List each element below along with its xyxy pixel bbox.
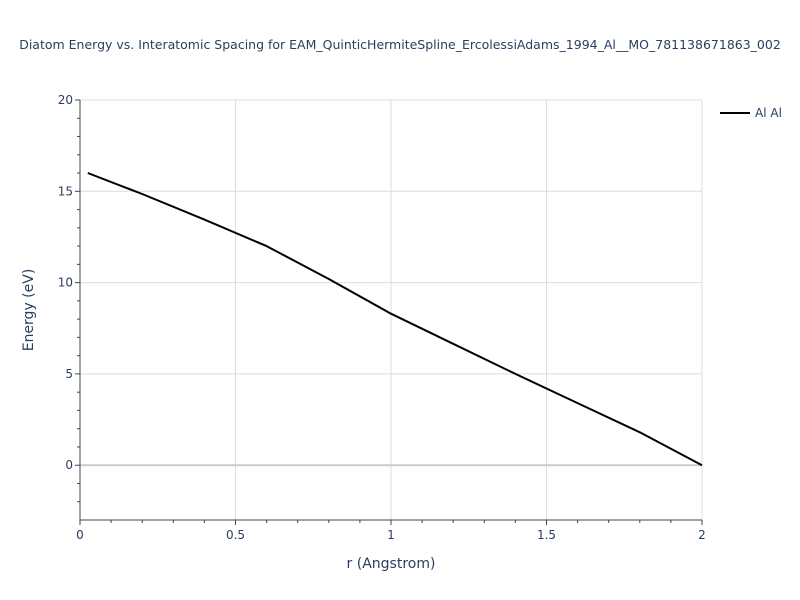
x-tick-label: 2 bbox=[698, 528, 706, 542]
y-tick-label: 10 bbox=[58, 276, 73, 290]
x-tick-label: 0 bbox=[76, 528, 84, 542]
y-tick-label: 15 bbox=[58, 184, 73, 198]
legend[interactable]: Al Al bbox=[720, 106, 782, 120]
y-axis-label: Energy (eV) bbox=[21, 269, 37, 352]
x-axis-label: r (Angstrom) bbox=[347, 556, 436, 572]
x-tick-label: 1.5 bbox=[537, 528, 556, 542]
chart-title: Diatom Energy vs. Interatomic Spacing fo… bbox=[19, 37, 781, 52]
y-tick-label: 0 bbox=[65, 458, 73, 472]
series-line-al-al bbox=[87, 172, 703, 467]
x-tick-label: 0.5 bbox=[226, 528, 245, 542]
y-tick-label: 20 bbox=[58, 93, 73, 107]
legend-line-swatch bbox=[720, 112, 750, 114]
grid bbox=[80, 99, 703, 520]
legend-item-al-al: Al Al bbox=[755, 106, 782, 120]
series-layer bbox=[87, 172, 703, 467]
x-tick-label: 1 bbox=[387, 528, 395, 542]
y-tick-label: 5 bbox=[65, 367, 73, 381]
